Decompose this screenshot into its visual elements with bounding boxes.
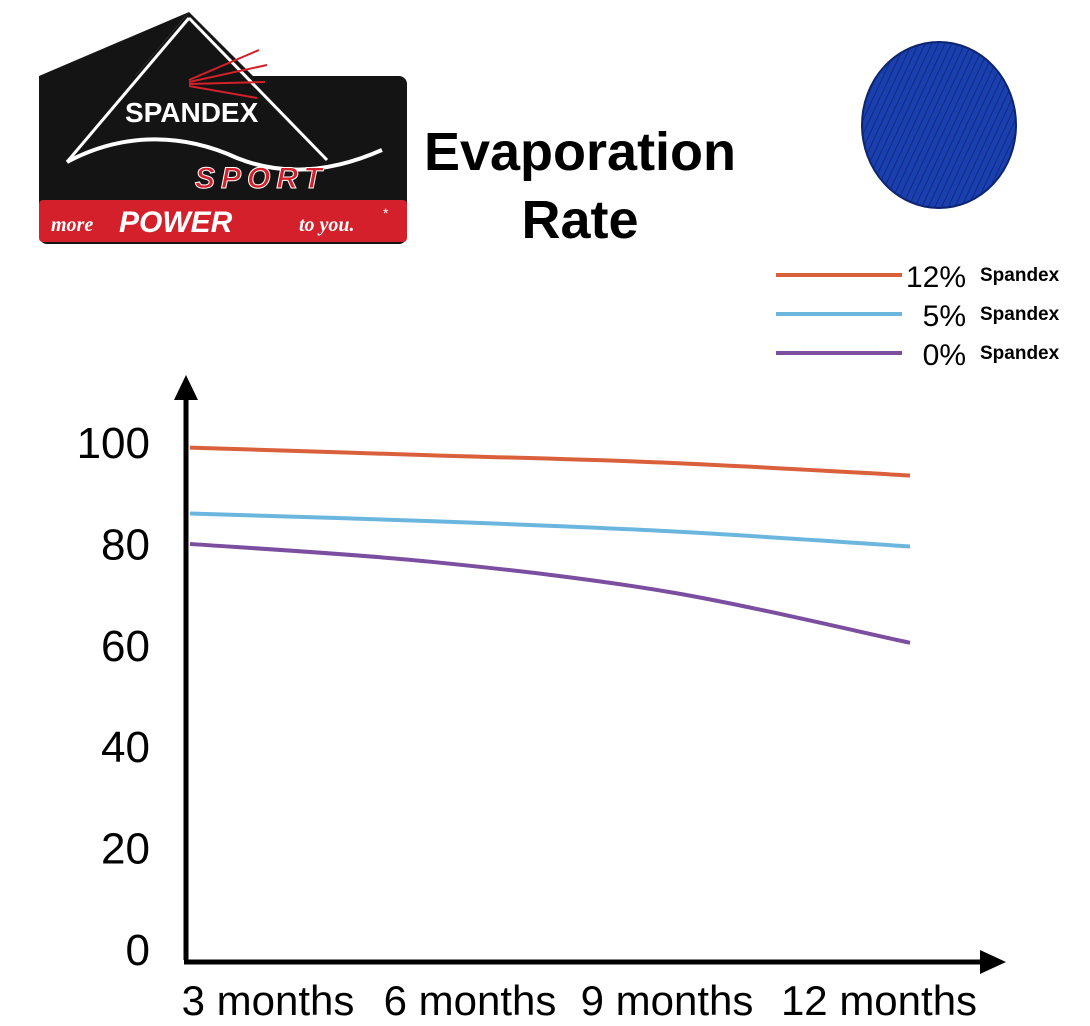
legend-label-2: Spandex: [980, 343, 1060, 364]
logo-triangle-right-edge: [187, 16, 329, 162]
x-tick-label: 6 months: [384, 977, 557, 1024]
logo-triangle-left-edge: [65, 17, 191, 163]
logo-tagline-mark: *: [383, 205, 389, 221]
logo-tagline-power: POWER: [119, 206, 233, 239]
fabric-swatch-circle: [862, 42, 1016, 208]
logo-swoosh: [66, 137, 383, 172]
chart-title: Evaporation Rate: [400, 118, 760, 254]
logo-tagline-suffix: to you.: [299, 214, 355, 236]
x-tick-label: 3 months: [182, 977, 355, 1024]
legend-percent-2: 0%: [923, 339, 966, 372]
x-tick-label: 9 months: [581, 977, 754, 1024]
logo-tagline-prefix: more: [51, 214, 93, 236]
chart-title-line-2: Rate: [521, 190, 639, 250]
y-tick-label: 20: [101, 825, 150, 874]
y-axis-arrow-icon: [174, 375, 198, 400]
series-line-0: [189, 445, 911, 478]
fabric-swatch-image: [860, 40, 1018, 210]
y-tick-label: 100: [77, 419, 150, 468]
x-axis-arrow-icon: [980, 950, 1006, 974]
y-tick-label: 80: [101, 520, 150, 569]
x-tick-label: 12 months: [781, 977, 977, 1024]
logo-tagline-band: [39, 200, 407, 242]
logo-red-rays: [188, 49, 268, 99]
series-line-2: [189, 541, 911, 645]
y-tick-label: 60: [101, 622, 150, 671]
chart-axes: [174, 375, 1006, 974]
y-tick-label: 40: [101, 723, 150, 772]
legend-percent-1: 5%: [923, 300, 966, 333]
legend-label-0: Spandex: [980, 265, 1060, 286]
logo-sport-text: SPORT: [195, 162, 328, 195]
logo-brand-text: SPANDEX: [125, 97, 259, 128]
y-tick-labels: 0 20 40 60 80 100: [77, 419, 150, 975]
chart-series: [189, 445, 911, 645]
series-line-1: [189, 511, 911, 549]
legend-percent-0: 12%: [906, 261, 966, 294]
legend-label-1: Spandex: [980, 304, 1060, 325]
x-tick-labels: 3 months 6 months 9 months 12 months: [182, 977, 977, 1024]
y-tick-label: 0: [126, 926, 150, 975]
chart-legend: 12% Spandex 5% Spandex 0% Spandex: [776, 261, 1060, 372]
fabric-swatch-edge: [861, 41, 1017, 209]
chart-title-line-1: Evaporation: [423, 122, 737, 182]
spandex-sport-logo: SPANDEX SPORT more POWER to you. *: [37, 10, 409, 246]
